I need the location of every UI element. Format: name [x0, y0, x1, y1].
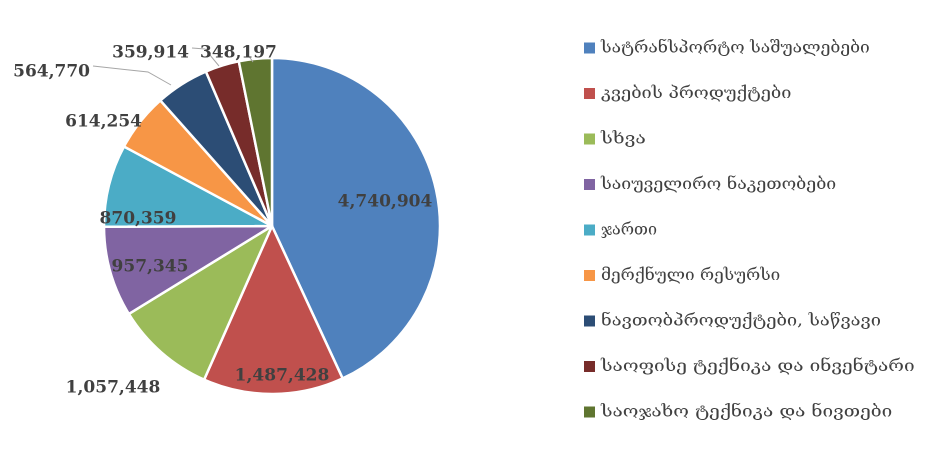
data-label: 4,740,904 — [338, 192, 433, 212]
pie-slice — [237, 56, 274, 228]
legend-label: მერქნული რესურსი — [601, 265, 780, 284]
data-label: 957,345 — [112, 257, 189, 277]
data-label: 1,487,428 — [235, 366, 330, 386]
legend-swatch — [584, 270, 595, 281]
legend-swatch — [584, 315, 595, 327]
legend-label: კვების პროდუქტები — [601, 83, 791, 102]
legend-label: სხვა — [600, 129, 646, 148]
pie-slice — [127, 224, 274, 381]
pie-slice — [102, 224, 274, 316]
legend-swatch — [584, 42, 595, 54]
legend-label: საიუველირო ნაკეთობები — [600, 174, 836, 193]
data-label: 870,359 — [100, 209, 177, 229]
leader-line — [191, 47, 220, 67]
data-label: 564,770 — [13, 62, 90, 82]
leader-line — [92, 65, 172, 86]
legend-swatch — [584, 179, 595, 190]
legend-label: საოფისე ტექნიკა და ინვენტარი — [600, 356, 915, 375]
legend-swatch — [584, 133, 595, 145]
legend-swatch — [584, 88, 595, 99]
leader-lines — [92, 47, 254, 86]
data-label: 1,057,448 — [66, 378, 161, 398]
legend-label: სატრანსპორტო საშუალებები — [600, 38, 870, 57]
pie-slice — [270, 56, 442, 380]
legend-swatch — [584, 406, 595, 418]
data-label: 359,914 — [112, 43, 189, 63]
pie-slice — [202, 224, 344, 396]
data-labels: 4,740,904 1,487,428 1,057,448 957,345 870,35… — [13, 43, 432, 398]
leader-line — [247, 54, 254, 63]
pie-slices — [102, 56, 442, 396]
legend-label: საოჯახო ტექნიკა და ნივთები — [600, 402, 892, 421]
legend-label: ჯართი — [601, 220, 657, 239]
data-label: 348,197 — [200, 43, 277, 63]
data-label: 614,254 — [65, 112, 142, 132]
legend-label: ნავთობპროდუქტები, საწვავი — [601, 311, 881, 330]
legend-swatch — [584, 361, 595, 372]
legend-swatch — [584, 224, 595, 236]
legend: სატრანსპორტო საშუალებები კვების პროდუქტებ… — [584, 38, 915, 421]
